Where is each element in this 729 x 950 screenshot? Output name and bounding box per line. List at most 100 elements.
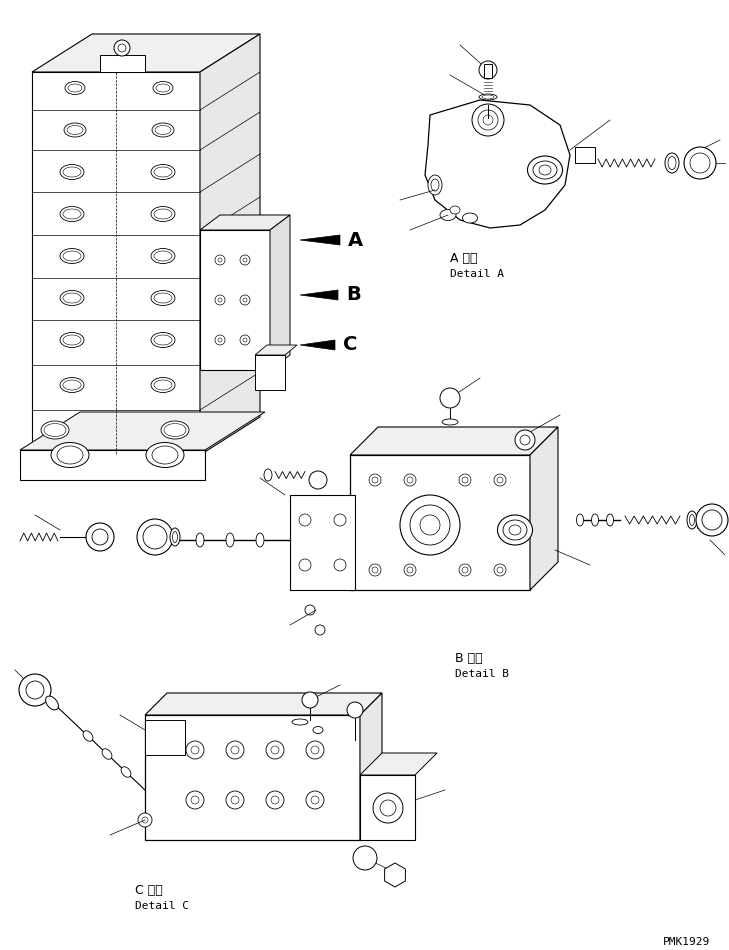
Polygon shape: [32, 72, 200, 455]
Circle shape: [459, 564, 471, 576]
Circle shape: [142, 817, 148, 823]
Ellipse shape: [528, 156, 563, 184]
Circle shape: [372, 477, 378, 483]
Circle shape: [231, 746, 239, 754]
Circle shape: [369, 564, 381, 576]
Text: A: A: [348, 231, 363, 250]
Circle shape: [494, 564, 506, 576]
Ellipse shape: [154, 167, 172, 177]
Circle shape: [459, 474, 471, 486]
Circle shape: [191, 746, 199, 754]
Ellipse shape: [161, 421, 189, 439]
Circle shape: [410, 505, 450, 545]
Ellipse shape: [313, 727, 323, 733]
Ellipse shape: [668, 157, 676, 169]
Circle shape: [114, 40, 130, 56]
Ellipse shape: [497, 515, 532, 545]
Ellipse shape: [152, 446, 178, 464]
Polygon shape: [300, 340, 335, 350]
Circle shape: [311, 746, 319, 754]
Ellipse shape: [503, 520, 527, 540]
Polygon shape: [145, 715, 360, 840]
Ellipse shape: [156, 84, 170, 92]
Polygon shape: [350, 455, 530, 590]
Ellipse shape: [46, 696, 58, 710]
Ellipse shape: [226, 533, 234, 547]
Circle shape: [440, 388, 460, 408]
Ellipse shape: [64, 123, 86, 137]
Circle shape: [315, 625, 325, 635]
Polygon shape: [530, 427, 558, 590]
Circle shape: [218, 258, 222, 262]
Ellipse shape: [60, 377, 84, 392]
Circle shape: [218, 298, 222, 302]
Polygon shape: [300, 235, 340, 245]
Circle shape: [226, 791, 244, 809]
Ellipse shape: [450, 206, 460, 214]
Ellipse shape: [591, 514, 599, 526]
Ellipse shape: [462, 213, 477, 223]
Ellipse shape: [60, 206, 84, 221]
Ellipse shape: [68, 84, 82, 92]
Ellipse shape: [196, 533, 204, 547]
Ellipse shape: [151, 206, 175, 221]
Polygon shape: [270, 215, 290, 370]
Ellipse shape: [431, 179, 439, 191]
Ellipse shape: [264, 469, 272, 481]
Circle shape: [380, 800, 396, 816]
Ellipse shape: [102, 749, 112, 759]
Circle shape: [472, 104, 504, 136]
Circle shape: [302, 692, 318, 708]
Circle shape: [309, 471, 327, 489]
Polygon shape: [20, 450, 205, 480]
Circle shape: [186, 741, 204, 759]
Ellipse shape: [67, 125, 83, 135]
Polygon shape: [145, 693, 382, 715]
Polygon shape: [290, 495, 355, 590]
Circle shape: [404, 564, 416, 576]
Circle shape: [243, 258, 247, 262]
Ellipse shape: [63, 251, 81, 261]
Ellipse shape: [479, 94, 497, 100]
Circle shape: [86, 523, 114, 551]
Circle shape: [684, 147, 716, 179]
Circle shape: [243, 338, 247, 342]
Circle shape: [243, 298, 247, 302]
Ellipse shape: [154, 209, 172, 219]
Circle shape: [702, 510, 722, 530]
Circle shape: [299, 514, 311, 526]
Ellipse shape: [577, 514, 583, 526]
Bar: [575, 147, 595, 163]
Circle shape: [478, 110, 498, 130]
Circle shape: [231, 796, 239, 804]
Ellipse shape: [63, 335, 81, 345]
Polygon shape: [360, 775, 415, 840]
Ellipse shape: [690, 515, 695, 525]
Circle shape: [420, 515, 440, 535]
Ellipse shape: [51, 443, 89, 467]
Circle shape: [240, 255, 250, 265]
Ellipse shape: [442, 419, 458, 425]
Circle shape: [696, 504, 728, 536]
Polygon shape: [145, 720, 185, 755]
Polygon shape: [350, 427, 558, 455]
Circle shape: [334, 559, 346, 571]
Ellipse shape: [155, 125, 171, 135]
Circle shape: [137, 519, 173, 555]
Circle shape: [215, 255, 225, 265]
Circle shape: [266, 741, 284, 759]
Polygon shape: [255, 345, 297, 355]
Circle shape: [191, 796, 199, 804]
Ellipse shape: [60, 332, 84, 348]
Circle shape: [118, 44, 126, 52]
Ellipse shape: [60, 164, 84, 180]
Text: B 詳細: B 詳細: [455, 652, 483, 664]
Ellipse shape: [154, 251, 172, 261]
Circle shape: [92, 529, 108, 545]
Ellipse shape: [665, 153, 679, 173]
Text: C 詳細: C 詳細: [135, 884, 163, 897]
Circle shape: [299, 559, 311, 571]
Ellipse shape: [63, 293, 81, 303]
Circle shape: [271, 796, 279, 804]
Polygon shape: [20, 412, 265, 450]
